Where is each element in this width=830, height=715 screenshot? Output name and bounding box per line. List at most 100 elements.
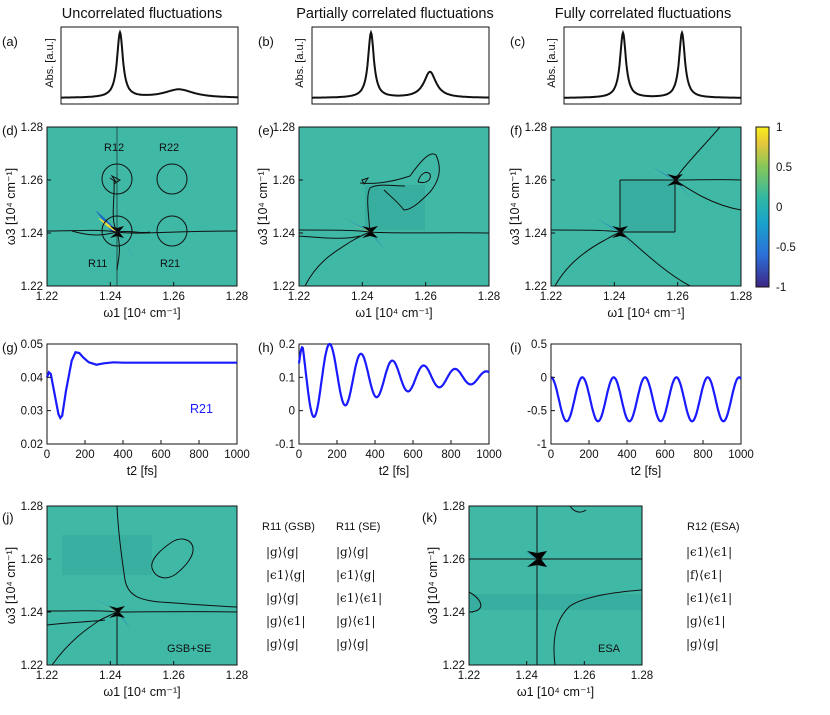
colorbar-tick--0.5: -0.5 bbox=[776, 242, 796, 254]
trace-g-ytick-label: 0.04 bbox=[21, 372, 44, 384]
abs-spectrum-line-b bbox=[312, 29, 489, 99]
trace-i-xtick-label: 1000 bbox=[728, 449, 754, 461]
trace-line-g bbox=[45, 351, 237, 421]
map-f-ylabel: ω3 [10⁴ cm⁻¹] bbox=[508, 168, 522, 245]
negative-lobe-j bbox=[94, 598, 117, 612]
pathway-table-gsb-se: R11 (GSB) R11 (SE) |g⟩⟨g||ϵ1⟩⟨g||g⟩⟨g||g… bbox=[262, 521, 382, 651]
trace-i-xtick-label: 200 bbox=[579, 449, 598, 461]
trace-g-xtick-label: 200 bbox=[75, 449, 94, 461]
map-k-xtick-label: 1.24 bbox=[515, 670, 538, 682]
map-e-xtick-label: 1.24 bbox=[351, 291, 374, 303]
map-background-k bbox=[469, 506, 642, 665]
map-e-ytick-label: 1.28 bbox=[273, 122, 295, 134]
abs-ylabel-c: Abs. [a.u.] bbox=[546, 38, 558, 88]
colorbar-tick-1: 1 bbox=[776, 122, 782, 134]
map-d-xtick-label: 1.22 bbox=[36, 291, 58, 303]
table-gsb-row: |g⟩⟨g| bbox=[266, 545, 299, 559]
trace-i-xtick-label: 400 bbox=[617, 449, 636, 461]
table-gsb-row: |ϵ1⟩⟨g| bbox=[266, 568, 306, 582]
table-esa-row: |ϵ1⟩⟨ϵ1| bbox=[686, 545, 732, 559]
map-e-xtick-label: 1.22 bbox=[288, 291, 310, 303]
contour-line-f-6 bbox=[619, 231, 691, 287]
region-circle-R11 bbox=[101, 215, 133, 247]
table-rows-gsb: |g⟩⟨g| |ϵ1⟩⟨g| |g⟩⟨g| |g⟩⟨ϵ1| |g⟩⟨g| bbox=[266, 545, 306, 651]
panel-k: (k) ESA bbox=[422, 505, 643, 666]
map-j-ytick-label: 1.28 bbox=[21, 501, 43, 513]
panel-label-d: (d) bbox=[2, 123, 18, 138]
region-label-R22: R22 bbox=[159, 142, 179, 154]
colorbar: 1 0.5 0 -0.5 -1 bbox=[755, 122, 796, 294]
series-label-R21: R21 bbox=[190, 402, 213, 416]
map-d-ytick-label: 1.22 bbox=[21, 281, 43, 293]
map-d-ytick-label: 1.24 bbox=[21, 228, 44, 240]
table-header-gsb: R11 (GSB) bbox=[262, 521, 315, 533]
shaded-region-f bbox=[620, 180, 675, 232]
panel-label-f: (f) bbox=[510, 123, 522, 138]
map-j-ytick-label: 1.22 bbox=[21, 660, 43, 672]
contour-line-k-4 bbox=[553, 589, 643, 666]
trace-i-ytick-label: 0 bbox=[541, 372, 547, 384]
map-j-xlabel: ω1 [10⁴ cm⁻¹] bbox=[103, 685, 180, 699]
table-gsb-row: |g⟩⟨g| bbox=[266, 591, 299, 605]
panel-label-b: (b) bbox=[258, 34, 274, 49]
trace-i-xtick-label: 600 bbox=[655, 449, 674, 461]
contour-line-e-3 bbox=[304, 231, 371, 287]
map-f-ytick-label: 1.26 bbox=[525, 175, 547, 187]
shaded-region-e bbox=[365, 185, 425, 230]
panel-label-e: (e) bbox=[258, 123, 274, 138]
trace-line-h bbox=[297, 342, 490, 418]
panel-a: (a) Abs. [a.u.] bbox=[2, 26, 239, 105]
caption-esa: ESA bbox=[598, 643, 621, 655]
panel-h: (h) bbox=[258, 340, 490, 445]
map-d-ytick-label: 1.26 bbox=[21, 175, 43, 187]
panel-label-c: (c) bbox=[510, 34, 525, 49]
map-f-xtick-label: 1.26 bbox=[666, 291, 688, 303]
map-j-xtick-label: 1.26 bbox=[162, 670, 184, 682]
contour-line-e-2 bbox=[298, 235, 361, 239]
contour-line-f-4 bbox=[554, 231, 621, 287]
panel-c: (c) Abs. [a.u.] bbox=[510, 26, 742, 105]
shaded-band-k bbox=[469, 594, 642, 610]
colorbar-tick--1: -1 bbox=[776, 282, 786, 294]
contour-line-d-4 bbox=[112, 179, 120, 271]
trace-i-xtick-label: 800 bbox=[693, 449, 712, 461]
map-j-xtick-label: 1.22 bbox=[36, 670, 58, 682]
panel-i: (i) bbox=[510, 340, 742, 445]
trace-h-xtick-label: 1000 bbox=[476, 449, 502, 461]
trace-i-xlabel: t2 [fs] bbox=[631, 464, 662, 478]
map-j-ylabel: ω3 [10⁴ cm⁻¹] bbox=[4, 547, 18, 624]
trace-h-xlabel: t2 [fs] bbox=[379, 464, 410, 478]
pathway-table-esa: R12 (ESA) |ϵ1⟩⟨ϵ1| |f⟩⟨ϵ1| |ϵ1⟩⟨ϵ1| |g⟩⟨ϵ1|… bbox=[686, 521, 740, 651]
contour-line-d-5 bbox=[109, 174, 121, 185]
map-e-ytick-label: 1.24 bbox=[273, 228, 296, 240]
map-e-ytick-label: 1.22 bbox=[273, 281, 295, 293]
map-j-ytick-label: 1.24 bbox=[21, 607, 44, 619]
panel-label-h: (h) bbox=[258, 340, 274, 355]
trace-g-ytick-label: 0.05 bbox=[21, 339, 43, 351]
contour-line-f-5 bbox=[674, 126, 721, 181]
map-e-xlabel: ω1 [10⁴ cm⁻¹] bbox=[355, 306, 432, 320]
contour-line-j-6 bbox=[151, 538, 194, 579]
map-d-xtick-label: 1.28 bbox=[226, 291, 248, 303]
table-rows-se: |g⟩⟨g| |ϵ1⟩⟨g| |ϵ1⟩⟨ϵ1| |g⟩⟨ϵ1| |g⟩⟨g| bbox=[336, 545, 382, 651]
abs-spectrum-line-c bbox=[564, 29, 741, 99]
negative-lobe-f bbox=[596, 218, 620, 232]
positive-lobe-d bbox=[98, 218, 117, 232]
contour-line-j-3 bbox=[51, 611, 118, 666]
axes-frame-i bbox=[550, 343, 742, 445]
negative-lobe-d2 bbox=[117, 232, 134, 258]
column-title-partial: Partially correlated fluctuations bbox=[296, 6, 493, 22]
panel-label-k: (k) bbox=[422, 510, 437, 525]
colorbar-tick-0: 0 bbox=[776, 202, 782, 214]
table-se-row: |g⟩⟨ϵ1| bbox=[336, 614, 376, 628]
trace-h-xtick-label: 200 bbox=[327, 449, 346, 461]
axes-frame-k bbox=[468, 505, 643, 666]
map-f-xlabel: ω1 [10⁴ cm⁻¹] bbox=[607, 306, 684, 320]
contour-line-e-7 bbox=[361, 177, 370, 185]
trace-axes: 0.02 0.03 0.04 0.05 0 200 400 600 800 1000 t2 [fs]… bbox=[21, 339, 754, 478]
contour-line-e-4 bbox=[367, 184, 406, 233]
trace-h-xtick-label: 0 bbox=[296, 449, 302, 461]
axes-frame-g bbox=[46, 343, 238, 445]
panel-f: (f) bbox=[510, 123, 742, 287]
